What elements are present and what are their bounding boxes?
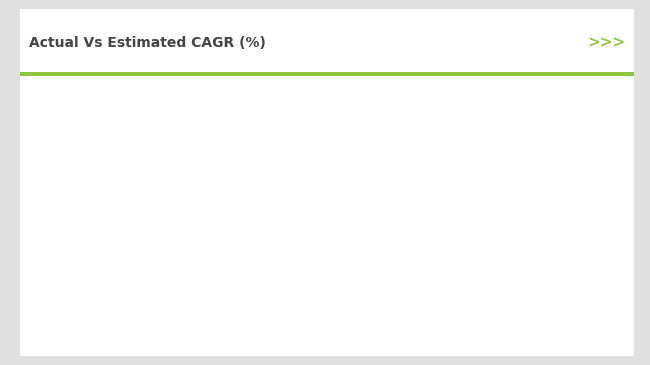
Text: Actual Vs Estimated CAGR (%): Actual Vs Estimated CAGR (%) — [29, 36, 266, 50]
Y-axis label: Growth Rate (%): Growth Rate (%) — [21, 158, 32, 239]
Text: >>>: >>> — [588, 36, 626, 51]
